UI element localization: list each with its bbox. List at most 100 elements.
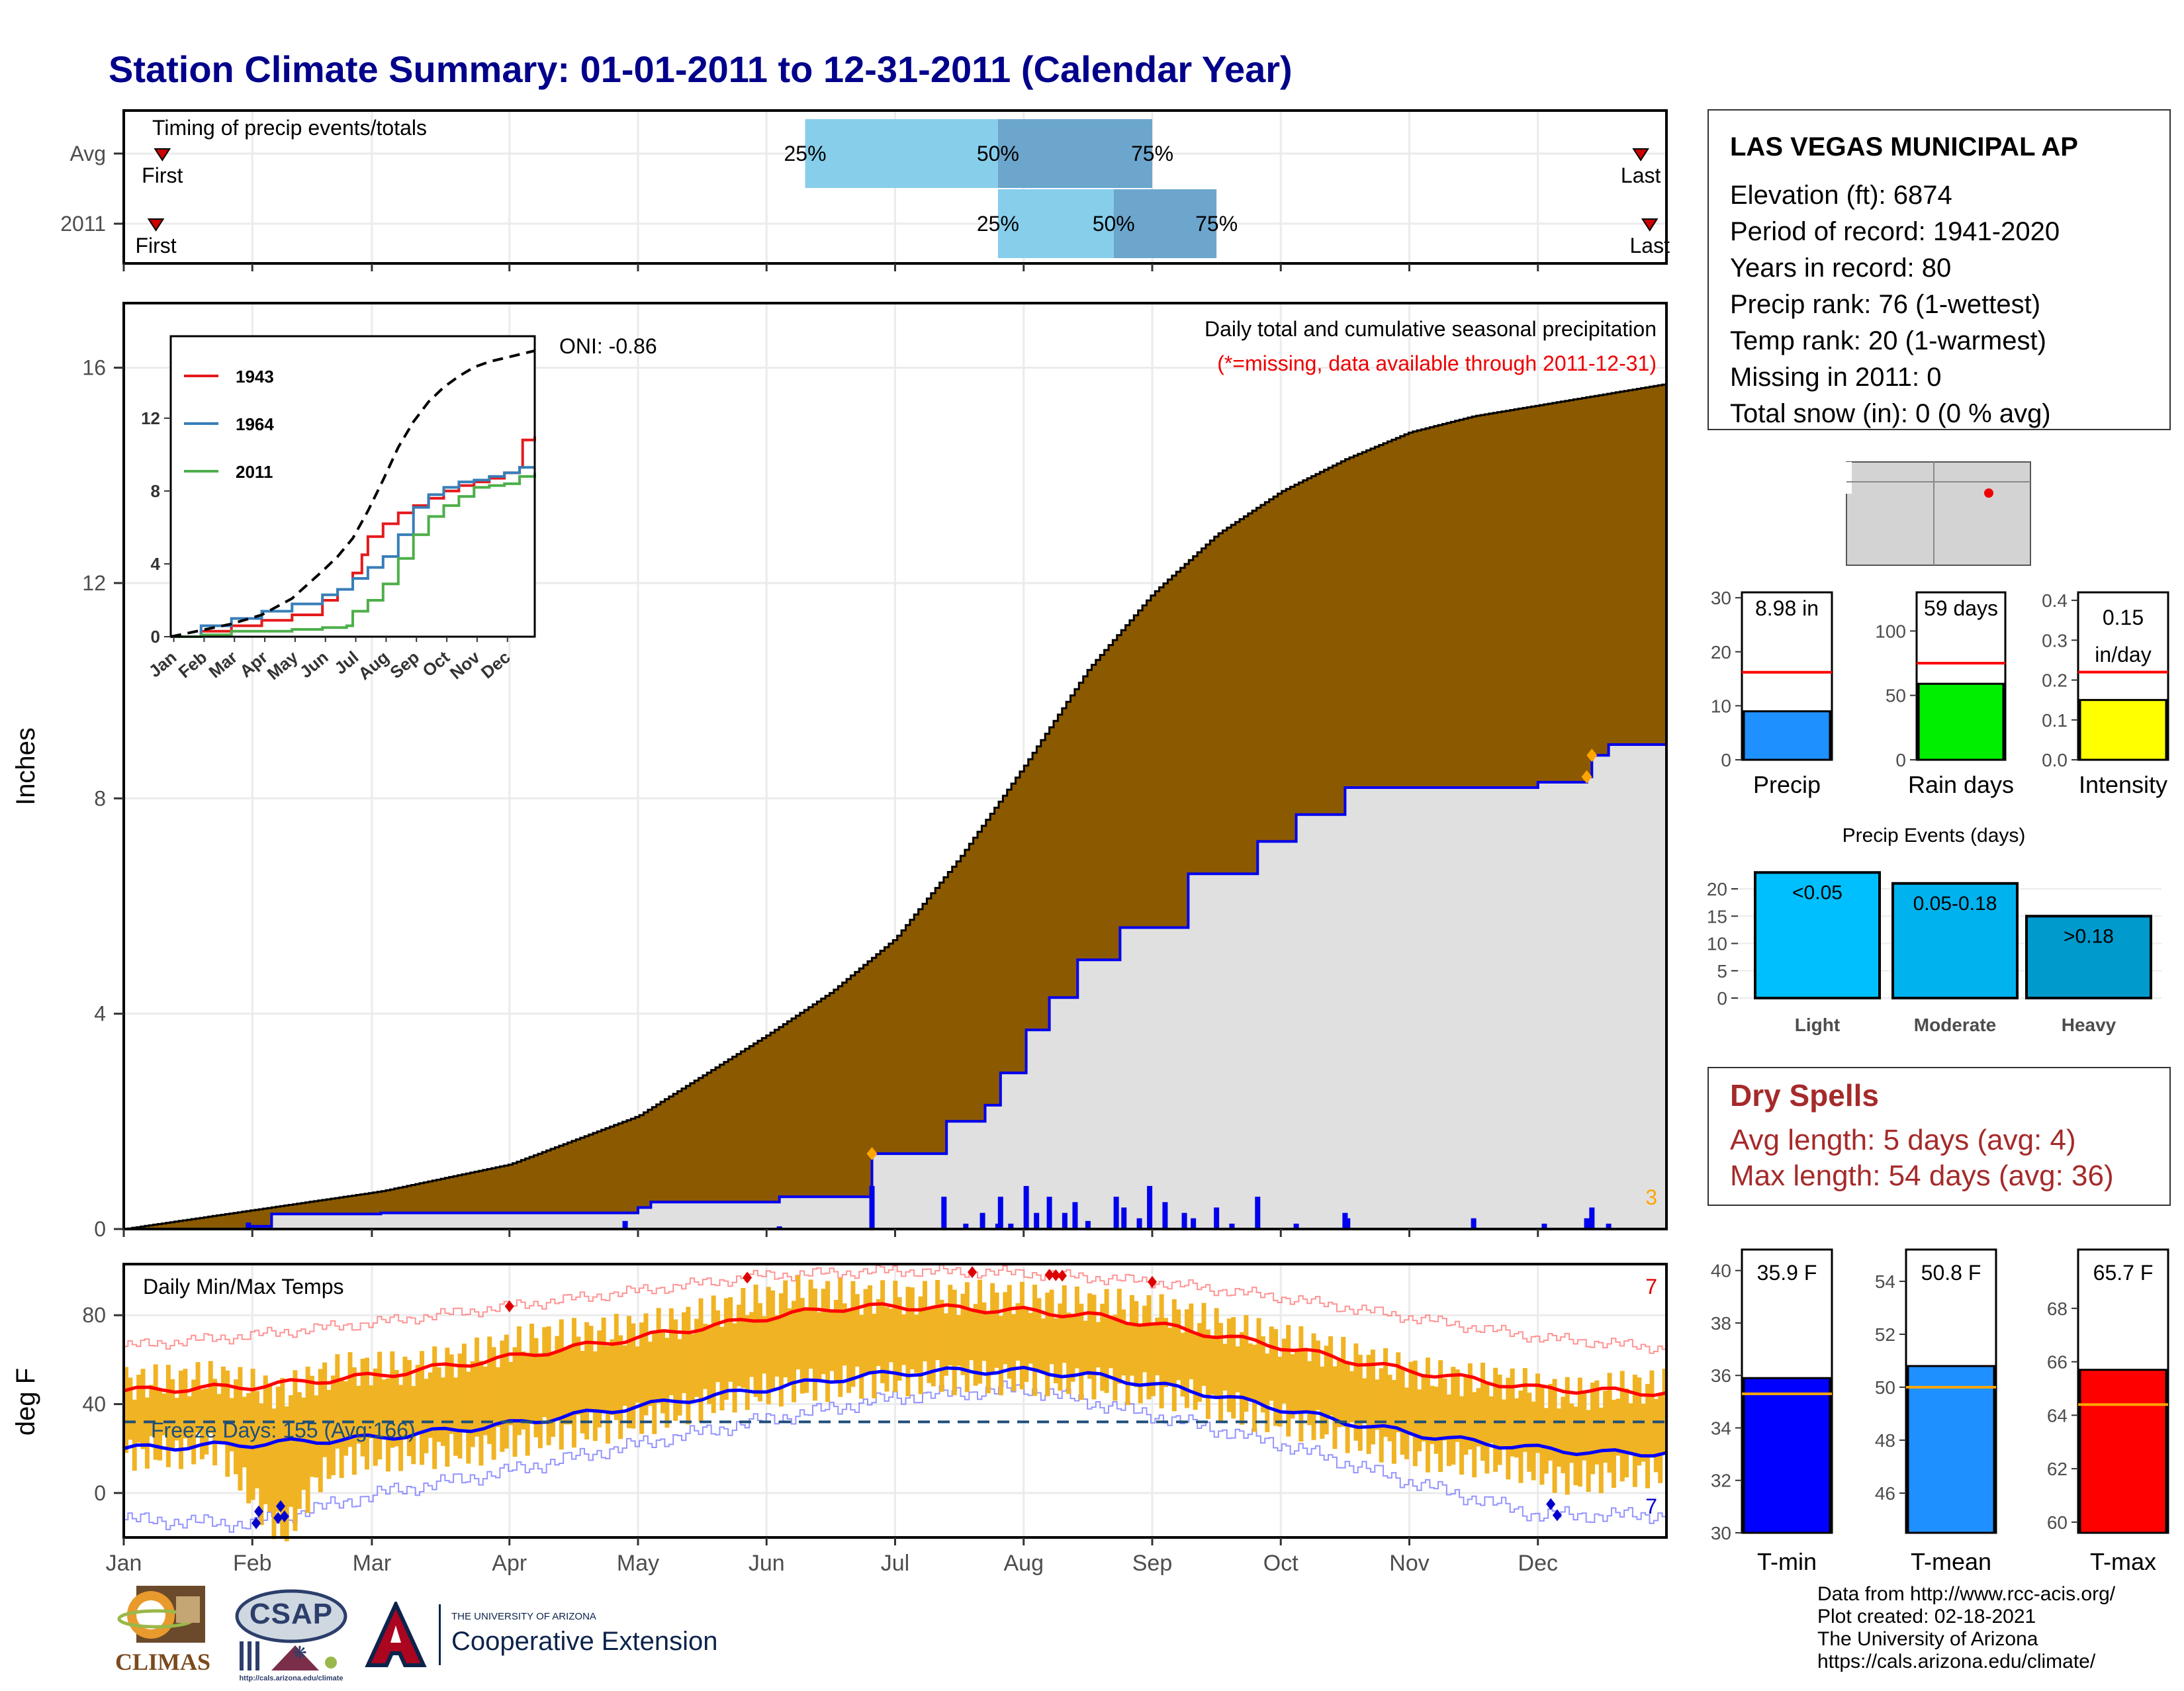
precip-gauge-label: Rain days xyxy=(1908,771,2014,798)
daily-temp-range-bar xyxy=(893,1281,898,1393)
daily-temp-range-bar xyxy=(1252,1344,1257,1432)
precip-event-bar xyxy=(1754,871,1881,999)
daily-temp-range-bar xyxy=(923,1281,927,1361)
daily-temp-range-bar xyxy=(1628,1403,1633,1455)
daily-temp-range-bar xyxy=(322,1362,328,1457)
dry-spells-avg: Avg length: 5 days (avg: 4) xyxy=(1730,1124,2076,1156)
daily-temp-range-bar xyxy=(673,1319,678,1421)
daily-temp-range-bar xyxy=(140,1369,146,1449)
precip-y-tick-label: 4 xyxy=(94,1002,106,1026)
precip-gauge-tick-label: 100 xyxy=(1875,621,1906,641)
temp-gauge-label: T-mean xyxy=(1911,1548,1991,1575)
daily-temp-range-bar xyxy=(457,1353,463,1459)
record-low-marker xyxy=(275,1500,285,1512)
cumulative-2011-precip-area xyxy=(124,745,1666,1229)
daily-temp-range-bar xyxy=(719,1326,725,1410)
precip-y-tick-label: 8 xyxy=(94,786,106,810)
daily-temp-range-bar xyxy=(1484,1384,1490,1474)
precip-chart-title: Daily total and cumulative seasonal prec… xyxy=(1205,317,1657,341)
daily-temp-range-bar xyxy=(487,1336,492,1444)
daily-temp-range-bar xyxy=(1653,1398,1659,1473)
inset-series-line-2011 xyxy=(171,473,536,638)
daily-temp-range-bar xyxy=(183,1369,188,1439)
daily-temp-range-bar xyxy=(1476,1388,1481,1447)
temp-gauge-tick-label: 30 xyxy=(1711,1523,1731,1543)
daily-temp-range-bar xyxy=(1197,1322,1203,1402)
daily-temp-range-bar xyxy=(1379,1368,1384,1463)
daily-temp-range-bar xyxy=(1163,1318,1169,1387)
daily-temp-range-bar xyxy=(643,1313,649,1416)
last-event-label: Last xyxy=(1630,234,1670,257)
daily-temp-range-bar xyxy=(326,1390,332,1479)
timing-p75-label: 75% xyxy=(1131,142,1173,165)
precip-gauge-tick-label: 50 xyxy=(1886,686,1906,706)
daily-temp-range-bar xyxy=(482,1366,488,1436)
daily-temp-range-bar xyxy=(626,1316,631,1428)
daily-temp-range-bar xyxy=(787,1308,792,1385)
daily-temp-range-bar xyxy=(1400,1367,1405,1455)
timing-row-label: 2011 xyxy=(60,212,106,236)
daily-temp-range-bar xyxy=(309,1375,314,1477)
daily-temp-range-bar xyxy=(289,1395,294,1507)
station-years: Years in record: 80 xyxy=(1730,253,1952,283)
daily-precip-bar xyxy=(1113,1197,1119,1229)
daily-temp-range-bar xyxy=(1290,1354,1295,1419)
temp-gauge-tick-label: 60 xyxy=(2047,1512,2068,1533)
station-missing: Missing in 2011: 0 xyxy=(1730,363,1942,392)
daily-temp-range-bar xyxy=(1146,1295,1152,1400)
month-tick-label: Jun xyxy=(749,1551,785,1576)
daily-temp-range-bar xyxy=(1180,1332,1185,1397)
daily-temp-range-bar xyxy=(1345,1361,1350,1453)
daily-temp-range-bar xyxy=(238,1367,243,1491)
precip-y-tick-label: 12 xyxy=(82,571,106,595)
extreme-precip-marker xyxy=(1581,770,1592,784)
daily-temp-range-bar xyxy=(1561,1396,1566,1473)
daily-temp-range-bar xyxy=(158,1390,163,1461)
daily-temp-range-bar xyxy=(1324,1346,1329,1435)
daily-temp-range-bar xyxy=(165,1365,171,1467)
oni-label: ONI: -0.86 xyxy=(559,334,657,358)
daily-temp-range-bar xyxy=(1155,1317,1160,1375)
credits-source: Data from http://www.rcc-acis.org/ xyxy=(1817,1583,2116,1605)
daily-temp-range-bar xyxy=(592,1351,598,1441)
daily-temp-range-bar xyxy=(909,1287,915,1369)
daily-temp-range-bar xyxy=(660,1332,666,1414)
daily-temp-range-bar xyxy=(420,1351,425,1465)
daily-temp-range-bar xyxy=(850,1281,856,1387)
daily-temp-range-bar xyxy=(778,1293,784,1407)
daily-temp-range-bar xyxy=(128,1377,133,1440)
daily-temp-range-bar xyxy=(1586,1410,1591,1492)
daily-temp-range-bar xyxy=(652,1330,657,1434)
daily-temp-range-bar xyxy=(631,1323,636,1429)
daily-temp-range-bar xyxy=(1421,1374,1426,1441)
climas-logo: CLIMAS xyxy=(110,1583,216,1682)
events-y-tick-label: 15 xyxy=(1707,906,1727,927)
daily-temp-range-bar xyxy=(681,1312,686,1393)
timing-bar-lower xyxy=(805,119,998,188)
daily-temp-range-bar xyxy=(1320,1366,1325,1439)
daily-temp-range-bar xyxy=(453,1377,459,1456)
daily-temp-range-bar xyxy=(1357,1354,1363,1451)
ua-logo-divider xyxy=(439,1604,441,1665)
daily-temp-range-bar xyxy=(884,1306,889,1392)
daily-temp-range-bar xyxy=(1087,1293,1093,1379)
daily-temp-range-bar xyxy=(436,1367,441,1442)
inset-legend-label: 2011 xyxy=(236,462,273,482)
timing-bar-upper xyxy=(1113,189,1217,258)
daily-temp-range-bar xyxy=(296,1392,302,1509)
daily-temp-range-bar xyxy=(584,1322,590,1440)
daily-temp-range-bar xyxy=(888,1308,893,1363)
daily-temp-range-bar xyxy=(1159,1294,1164,1408)
daily-precip-bar xyxy=(869,1185,875,1229)
record-low-marker xyxy=(1546,1498,1556,1510)
daily-temp-range-bar xyxy=(711,1295,716,1414)
daily-temp-range-bar xyxy=(1040,1318,1046,1373)
daily-temp-range-bar xyxy=(897,1297,902,1381)
daily-precip-bar xyxy=(1255,1197,1261,1229)
record-max-temp-line xyxy=(124,1264,1667,1354)
daily-temp-range-bar xyxy=(1091,1295,1097,1400)
month-tick-label: Aug xyxy=(1004,1551,1044,1576)
inset-legend-label: 1964 xyxy=(236,414,274,434)
daily-temp-range-bar xyxy=(1113,1314,1118,1401)
daily-temp-range-bar xyxy=(259,1403,264,1526)
